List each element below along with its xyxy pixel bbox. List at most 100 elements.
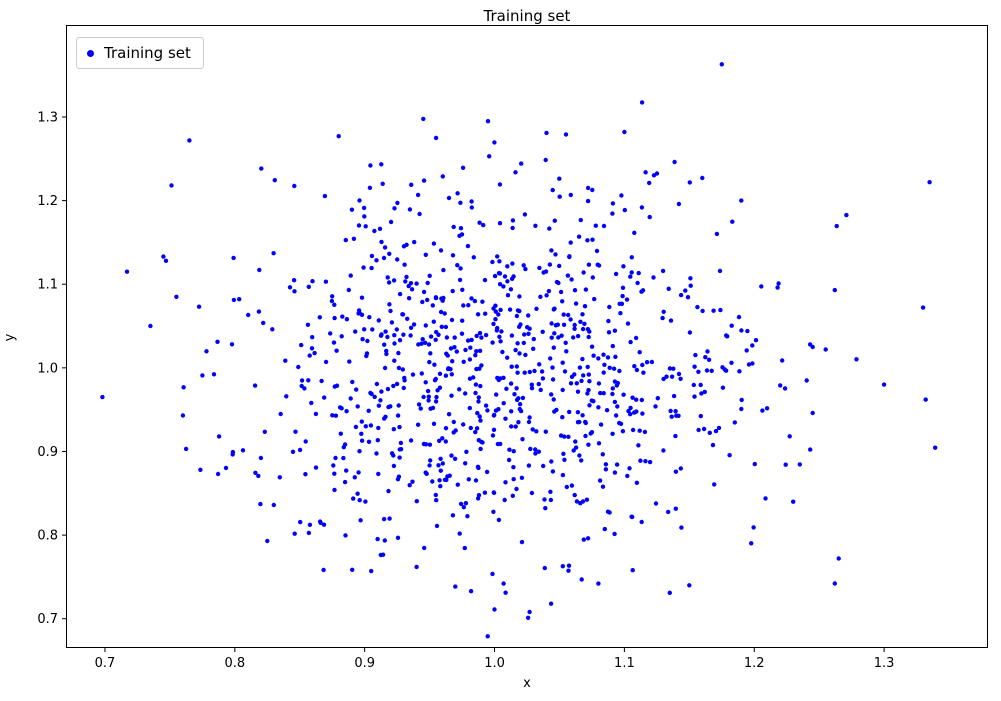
data-point xyxy=(484,469,490,475)
data-point xyxy=(493,309,498,314)
data-point xyxy=(344,317,350,322)
data-point xyxy=(739,198,744,203)
data-point xyxy=(601,370,606,375)
data-point xyxy=(764,406,770,411)
data-point xyxy=(575,410,581,415)
data-point xyxy=(256,473,261,479)
data-point xyxy=(581,537,586,542)
data-point xyxy=(601,352,606,357)
data-point xyxy=(465,514,470,519)
data-point xyxy=(464,449,469,454)
data-point xyxy=(483,403,489,408)
data-point xyxy=(710,442,716,448)
data-point xyxy=(497,221,503,226)
data-point xyxy=(449,393,454,398)
data-point xyxy=(517,406,522,412)
data-point xyxy=(635,280,640,286)
data-point xyxy=(296,364,301,370)
data-point xyxy=(673,433,678,439)
data-point xyxy=(246,312,251,318)
data-point xyxy=(457,387,462,392)
data-point xyxy=(552,218,557,223)
data-point xyxy=(397,447,402,452)
data-point xyxy=(604,408,610,413)
data-point xyxy=(463,391,468,396)
data-point xyxy=(580,326,586,332)
data-point xyxy=(601,391,606,396)
data-point xyxy=(640,411,645,416)
data-point xyxy=(577,419,582,425)
data-point xyxy=(440,174,445,179)
data-point xyxy=(654,171,660,176)
data-point xyxy=(389,320,395,325)
data-point xyxy=(468,345,473,350)
data-point xyxy=(782,386,788,391)
data-point xyxy=(530,427,535,432)
data-point xyxy=(637,428,642,433)
y-tick-label: 0.9 xyxy=(37,445,58,460)
data-point xyxy=(473,382,479,387)
data-point xyxy=(391,463,397,469)
data-point xyxy=(787,434,792,439)
data-point xyxy=(508,381,514,386)
data-point xyxy=(566,434,571,439)
data-point xyxy=(640,362,645,368)
data-point xyxy=(517,294,522,299)
data-point xyxy=(628,274,633,279)
data-point xyxy=(568,381,574,386)
data-point xyxy=(437,438,442,443)
data-point xyxy=(287,285,293,290)
data-point xyxy=(610,201,616,206)
data-point xyxy=(471,255,476,260)
data-point xyxy=(379,239,384,245)
data-point xyxy=(696,369,701,374)
data-point xyxy=(746,362,752,367)
data-point xyxy=(550,365,555,370)
data-point xyxy=(469,199,474,204)
data-point xyxy=(187,138,192,143)
data-point xyxy=(477,220,482,225)
data-point xyxy=(501,581,506,586)
data-point xyxy=(512,392,517,397)
data-point xyxy=(430,479,435,484)
data-point xyxy=(583,419,588,425)
data-point xyxy=(307,522,313,527)
data-point xyxy=(751,525,756,530)
data-point xyxy=(600,484,606,489)
data-point xyxy=(420,337,425,342)
data-point xyxy=(519,161,524,166)
data-point xyxy=(577,365,583,370)
data-point xyxy=(375,536,380,542)
data-point xyxy=(480,440,485,445)
data-point xyxy=(615,404,620,409)
data-point xyxy=(460,318,465,323)
data-point xyxy=(383,414,388,419)
data-point xyxy=(549,248,554,253)
data-point xyxy=(585,238,590,243)
data-point xyxy=(603,467,609,472)
data-point xyxy=(461,303,466,308)
data-point xyxy=(580,312,585,317)
data-point xyxy=(357,449,362,454)
data-point xyxy=(441,267,446,273)
data-point xyxy=(196,304,202,309)
data-point xyxy=(554,407,559,413)
data-point xyxy=(328,331,333,336)
data-point xyxy=(381,516,387,522)
data-point xyxy=(427,273,432,278)
data-point xyxy=(369,253,375,259)
data-point xyxy=(475,496,481,501)
data-point xyxy=(323,359,329,365)
data-point xyxy=(521,263,526,268)
data-point xyxy=(433,399,439,404)
data-point xyxy=(427,463,432,468)
data-point xyxy=(810,410,815,416)
data-point xyxy=(423,380,428,385)
data-point xyxy=(501,401,506,406)
legend-marker-icon xyxy=(87,49,94,57)
data-point xyxy=(549,459,554,464)
data-point xyxy=(455,263,460,268)
data-point xyxy=(688,283,693,288)
